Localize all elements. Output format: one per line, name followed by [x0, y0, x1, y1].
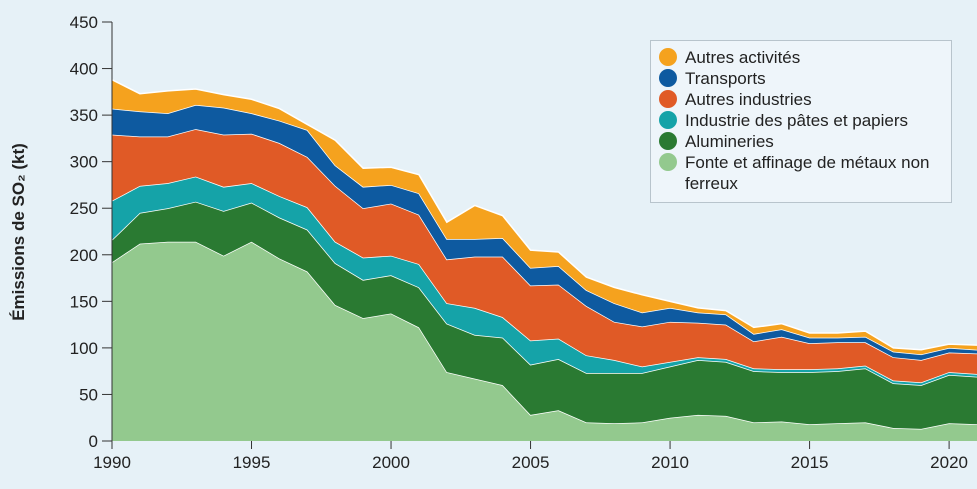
area: [112, 241, 977, 441]
y-tick-label: 400: [70, 60, 98, 79]
y-tick-label: 0: [89, 432, 98, 451]
legend-label: Autres industries: [685, 90, 812, 109]
legend-swatch: [659, 69, 677, 87]
legend-swatch: [659, 90, 677, 108]
legend-label: Fonte et affinage de métaux non ferreux: [685, 153, 930, 193]
legend-item: Industrie des pâtes et papiers: [659, 110, 943, 131]
legend-item: Alumineries: [659, 131, 943, 152]
legend-item: Transports: [659, 68, 943, 89]
legend-item: Fonte et affinage de métaux non ferreux: [659, 152, 943, 194]
x-tick-label: 1990: [93, 453, 131, 472]
legend-swatch: [659, 132, 677, 150]
x-tick-label: 2010: [651, 453, 689, 472]
y-tick-label: 300: [70, 153, 98, 172]
legend-label: Autres activités: [685, 48, 801, 67]
legend-swatch: [659, 48, 677, 66]
legend: Autres activités Transports Autres industr…: [650, 40, 952, 203]
y-tick-label: 200: [70, 246, 98, 265]
y-tick-label: 100: [70, 339, 98, 358]
area: [112, 104, 977, 360]
area-edge: [111, 79, 977, 351]
x-tick-label: 2020: [930, 453, 968, 472]
y-tick-label: 450: [70, 13, 98, 32]
legend-label: Industrie des pâtes et papiers: [685, 111, 909, 130]
y-axis-label: Émissions de SO₂ (kt): [9, 143, 28, 321]
legend-swatch: [659, 111, 677, 129]
area: [112, 176, 977, 386]
area: [112, 79, 977, 355]
legend-item: Autres activités: [659, 47, 943, 68]
y-tick-label: 50: [79, 385, 98, 404]
x-tick-label: 2015: [791, 453, 829, 472]
legend-label: Alumineries: [685, 132, 774, 151]
y-tick-label: 350: [70, 106, 98, 125]
y-tick-label: 150: [70, 292, 98, 311]
x-tick-label: 1995: [233, 453, 271, 472]
legend-item: Autres industries: [659, 89, 943, 110]
area: [112, 129, 977, 383]
y-tick-label: 250: [70, 199, 98, 218]
legend-label: Transports: [685, 69, 766, 88]
x-tick-label: 2005: [512, 453, 550, 472]
legend-swatch: [659, 153, 677, 171]
x-tick-label: 2000: [372, 453, 410, 472]
